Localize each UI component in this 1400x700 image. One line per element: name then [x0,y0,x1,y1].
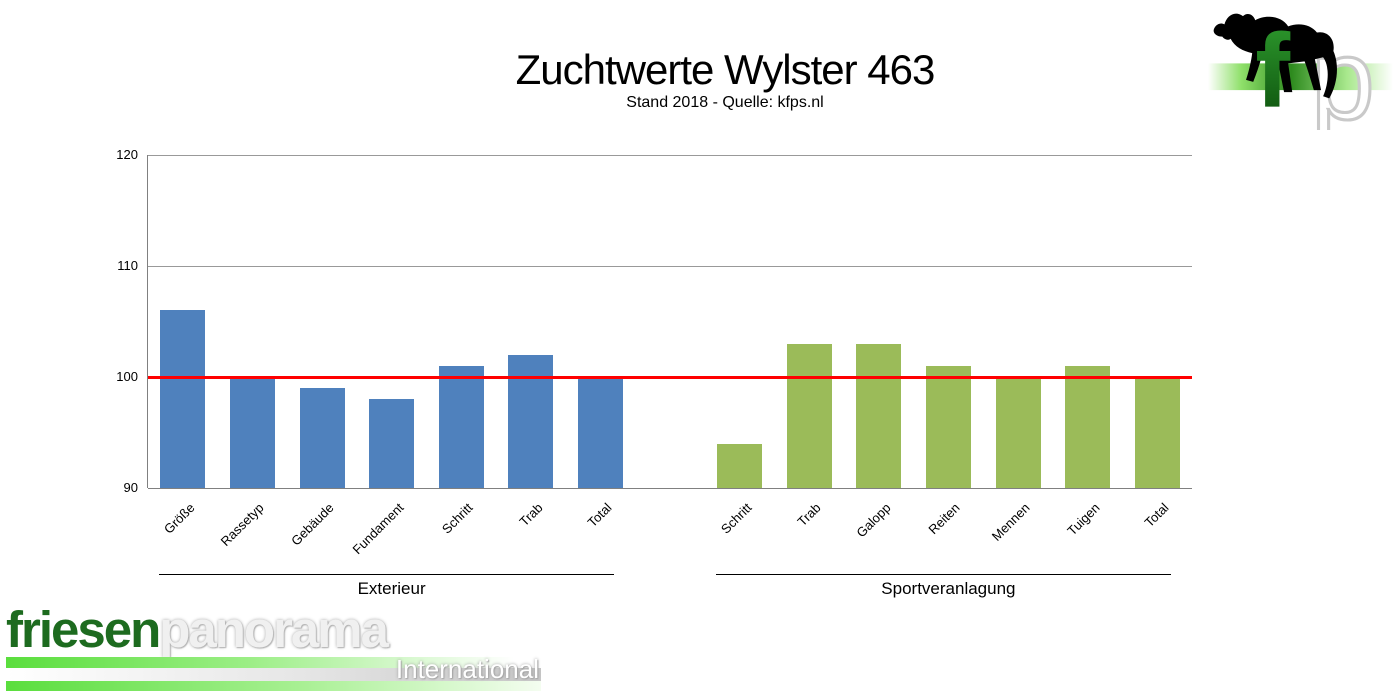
reference-line-100 [148,376,1192,379]
logo-letter-p: p [1311,16,1375,130]
gridline-120 [148,155,1192,156]
bar-exterieur-gebäude [299,388,345,488]
gridline-110 [148,266,1192,267]
y-tick-label-110: 110 [117,258,138,273]
stripe-white-mid [6,668,541,682]
group-underline-exterieur [158,574,615,575]
bar-sportveranlagung-trab [786,343,832,488]
bar-exterieur-fundament [369,399,415,488]
bar-sportveranlagung-schritt [717,443,763,488]
stripe-green-top [6,657,541,669]
bar-sportveranlagung-galopp [856,343,902,488]
wordmark-panorama: panorama [159,601,389,658]
group-underline-sportveranlagung [715,574,1172,575]
y-tick-label-90: 90 [123,480,138,495]
logo-letter-f: f [1255,13,1291,130]
wordmark-stripes: International [6,654,541,692]
bar-exterieur-trab [508,354,554,488]
friesenpanorama-corner-logo: p f [1208,13,1393,130]
wordmark-friesen: friesen [6,601,161,658]
y-tick-label-120: 120 [116,147,138,162]
y-axis-line [147,155,148,488]
bar-sportveranlagung-total [1134,377,1180,488]
stripe-green-bottom [6,681,541,692]
chart-title: Zuchtwerte Wylster 463 [515,46,936,93]
bar-exterieur-schritt [438,365,484,488]
horse-icon [1213,13,1337,99]
group-label-exterieur: Exterieur [357,579,426,598]
bar-sportveranlagung-mennen [995,377,1041,488]
bar-exterieur-rassetyp [229,377,275,488]
group-label-sportveranlagung: Sportveranlagung [881,579,1016,598]
bar-sportveranlagung-reiten [925,365,971,488]
y-tick-label-100: 100 [116,369,138,384]
chart-subtitle: Stand 2018 - Quelle: kfps.nl [626,94,824,111]
wordmark-text: friesenpanorama [6,601,546,658]
bar-sportveranlagung-tuigen [1065,365,1111,488]
friesenpanorama-wordmark: friesenpanorama International [6,601,546,692]
bar-exterieur-total [577,377,623,488]
tagline-international: International [395,654,539,685]
logo-green-band [1208,63,1393,91]
x-axis-line [148,488,1192,489]
bar-exterieur-größe [160,310,206,488]
